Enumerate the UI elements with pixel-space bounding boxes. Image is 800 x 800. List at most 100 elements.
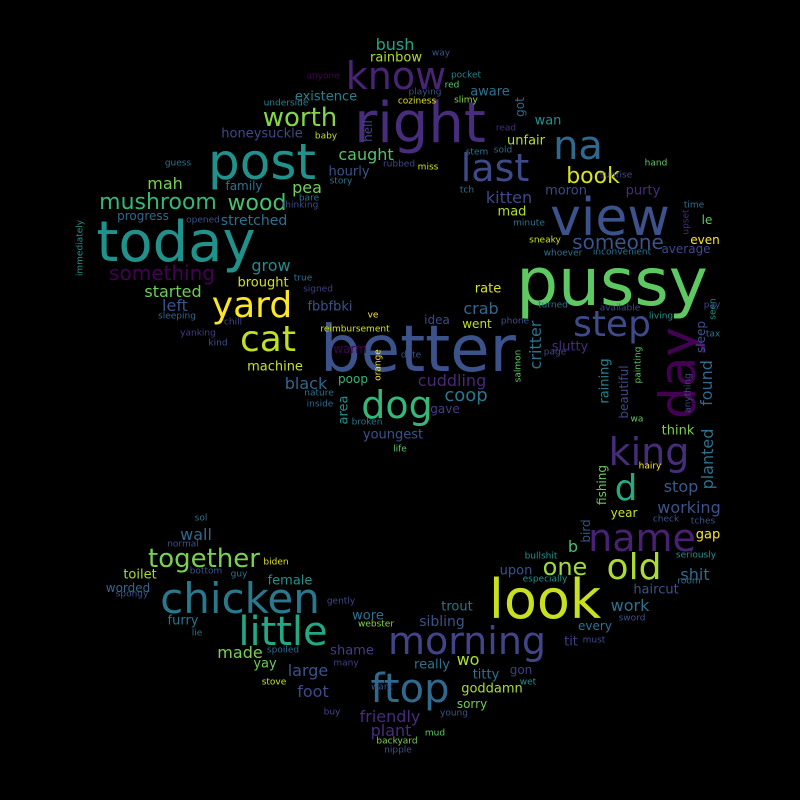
- word-furry: furry: [167, 613, 199, 629]
- word-kind: kind: [208, 338, 228, 349]
- word-wore: wore: [352, 608, 384, 624]
- word-working: working: [657, 498, 721, 517]
- word-little: little: [238, 609, 328, 655]
- word-gon: gon: [509, 663, 533, 677]
- word-stove: stove: [261, 677, 287, 688]
- word-upon: upon: [499, 563, 533, 579]
- word-caught: caught: [338, 145, 394, 164]
- word-today: today: [96, 210, 256, 275]
- word-minute: minute: [513, 218, 545, 229]
- word-na: na: [553, 123, 603, 169]
- word-old: old: [606, 547, 662, 588]
- word-toilet: toilet: [123, 567, 157, 583]
- word-warm: warm: [333, 342, 367, 356]
- word-something: something: [109, 261, 215, 285]
- word-kitten: kitten: [485, 188, 533, 207]
- word-red: red: [444, 80, 460, 91]
- word-view: view: [550, 188, 670, 248]
- word-reimbursement: reimbursement: [320, 324, 390, 335]
- word-wa: wa: [630, 414, 644, 425]
- word-gave: gave: [430, 402, 460, 416]
- word-sold: sold: [493, 145, 513, 156]
- word-fishing: fishing: [595, 465, 609, 505]
- word-went: went: [462, 317, 492, 331]
- word-broken: broken: [351, 417, 383, 428]
- word-look: look: [488, 568, 602, 631]
- word-tch: tch: [459, 185, 475, 196]
- word-mud: mud: [424, 728, 446, 739]
- word-le: le: [701, 213, 713, 227]
- word-stop: stop: [663, 477, 699, 496]
- word-pocket: pocket: [450, 70, 482, 81]
- word-sorry: sorry: [456, 697, 488, 711]
- word-many: many: [333, 658, 359, 669]
- word-really: really: [414, 657, 450, 673]
- word-spoiled: spoiled: [266, 645, 300, 656]
- word-backyard: backyard: [376, 736, 418, 747]
- word-yay: yay: [253, 656, 277, 672]
- word-planted: planted: [698, 428, 717, 490]
- word-hairy: hairy: [638, 461, 662, 472]
- word-wood: wood: [227, 191, 287, 216]
- word-black: black: [284, 374, 328, 393]
- word-worth: worth: [262, 103, 338, 133]
- word-family: family: [225, 179, 263, 193]
- word-yard: yard: [211, 285, 293, 326]
- word-critter: critter: [526, 320, 545, 370]
- word-gap: gap: [695, 527, 721, 543]
- word-seriously: seriously: [675, 550, 717, 561]
- word-name: name: [588, 516, 696, 560]
- word-upset: upset: [681, 209, 692, 235]
- word-guy: guy: [230, 569, 248, 580]
- word-inconvenient: inconvenient: [592, 247, 652, 258]
- word-page: page: [543, 347, 567, 358]
- word-chill: chill: [223, 317, 243, 328]
- word-pay: pay: [703, 300, 721, 311]
- word-nipple: nipple: [384, 745, 412, 756]
- word-youngest: youngest: [362, 427, 424, 443]
- word-think: think: [661, 423, 695, 439]
- word-worded: worded: [105, 581, 151, 595]
- word-room: room: [677, 576, 701, 587]
- word-wet: wet: [519, 677, 537, 688]
- word-better: better: [320, 313, 516, 387]
- word-bare: bare: [298, 193, 320, 204]
- word-buy: buy: [323, 707, 341, 718]
- word-pussy: pussy: [516, 244, 708, 321]
- word-work: work: [610, 596, 650, 615]
- word-rainbow: rainbow: [370, 50, 422, 66]
- word-goddamn: goddamn: [461, 681, 523, 697]
- word-king: king: [608, 430, 690, 474]
- word-plant: plant: [370, 721, 412, 740]
- word-ve: ve: [367, 310, 379, 321]
- word-mah: mah: [147, 174, 183, 193]
- word-underside: underside: [263, 98, 309, 109]
- word-story: story: [329, 176, 353, 187]
- word-phone: phone: [500, 316, 530, 327]
- word-bird: bird: [579, 519, 593, 543]
- word-every: every: [578, 619, 612, 633]
- word-yanking: yanking: [180, 328, 216, 339]
- word-cat: cat: [240, 319, 296, 360]
- word-shit: shit: [680, 565, 710, 584]
- word-immediately: immediately: [75, 219, 86, 277]
- word-step: step: [573, 304, 651, 345]
- word-beautiful: beautiful: [617, 365, 631, 419]
- word-haircut: haircut: [633, 582, 679, 598]
- word-sleeping: sleeping: [158, 311, 196, 322]
- word-chicken: chicken: [160, 574, 320, 623]
- word-mushroom: mushroom: [99, 190, 217, 215]
- word-dog: dog: [361, 383, 433, 427]
- word-morning: morning: [387, 619, 547, 663]
- word-young: young: [440, 708, 468, 719]
- word-know: know: [345, 54, 447, 98]
- word-purty: purty: [625, 183, 661, 199]
- word-bottom: bottom: [189, 566, 223, 577]
- word-anyone: anyone: [306, 71, 340, 82]
- word-hourly: hourly: [328, 164, 370, 180]
- word-someone: someone: [572, 230, 664, 254]
- word-playing: playing: [408, 87, 442, 98]
- word-average: average: [661, 242, 711, 256]
- word-biden: biden: [263, 557, 289, 568]
